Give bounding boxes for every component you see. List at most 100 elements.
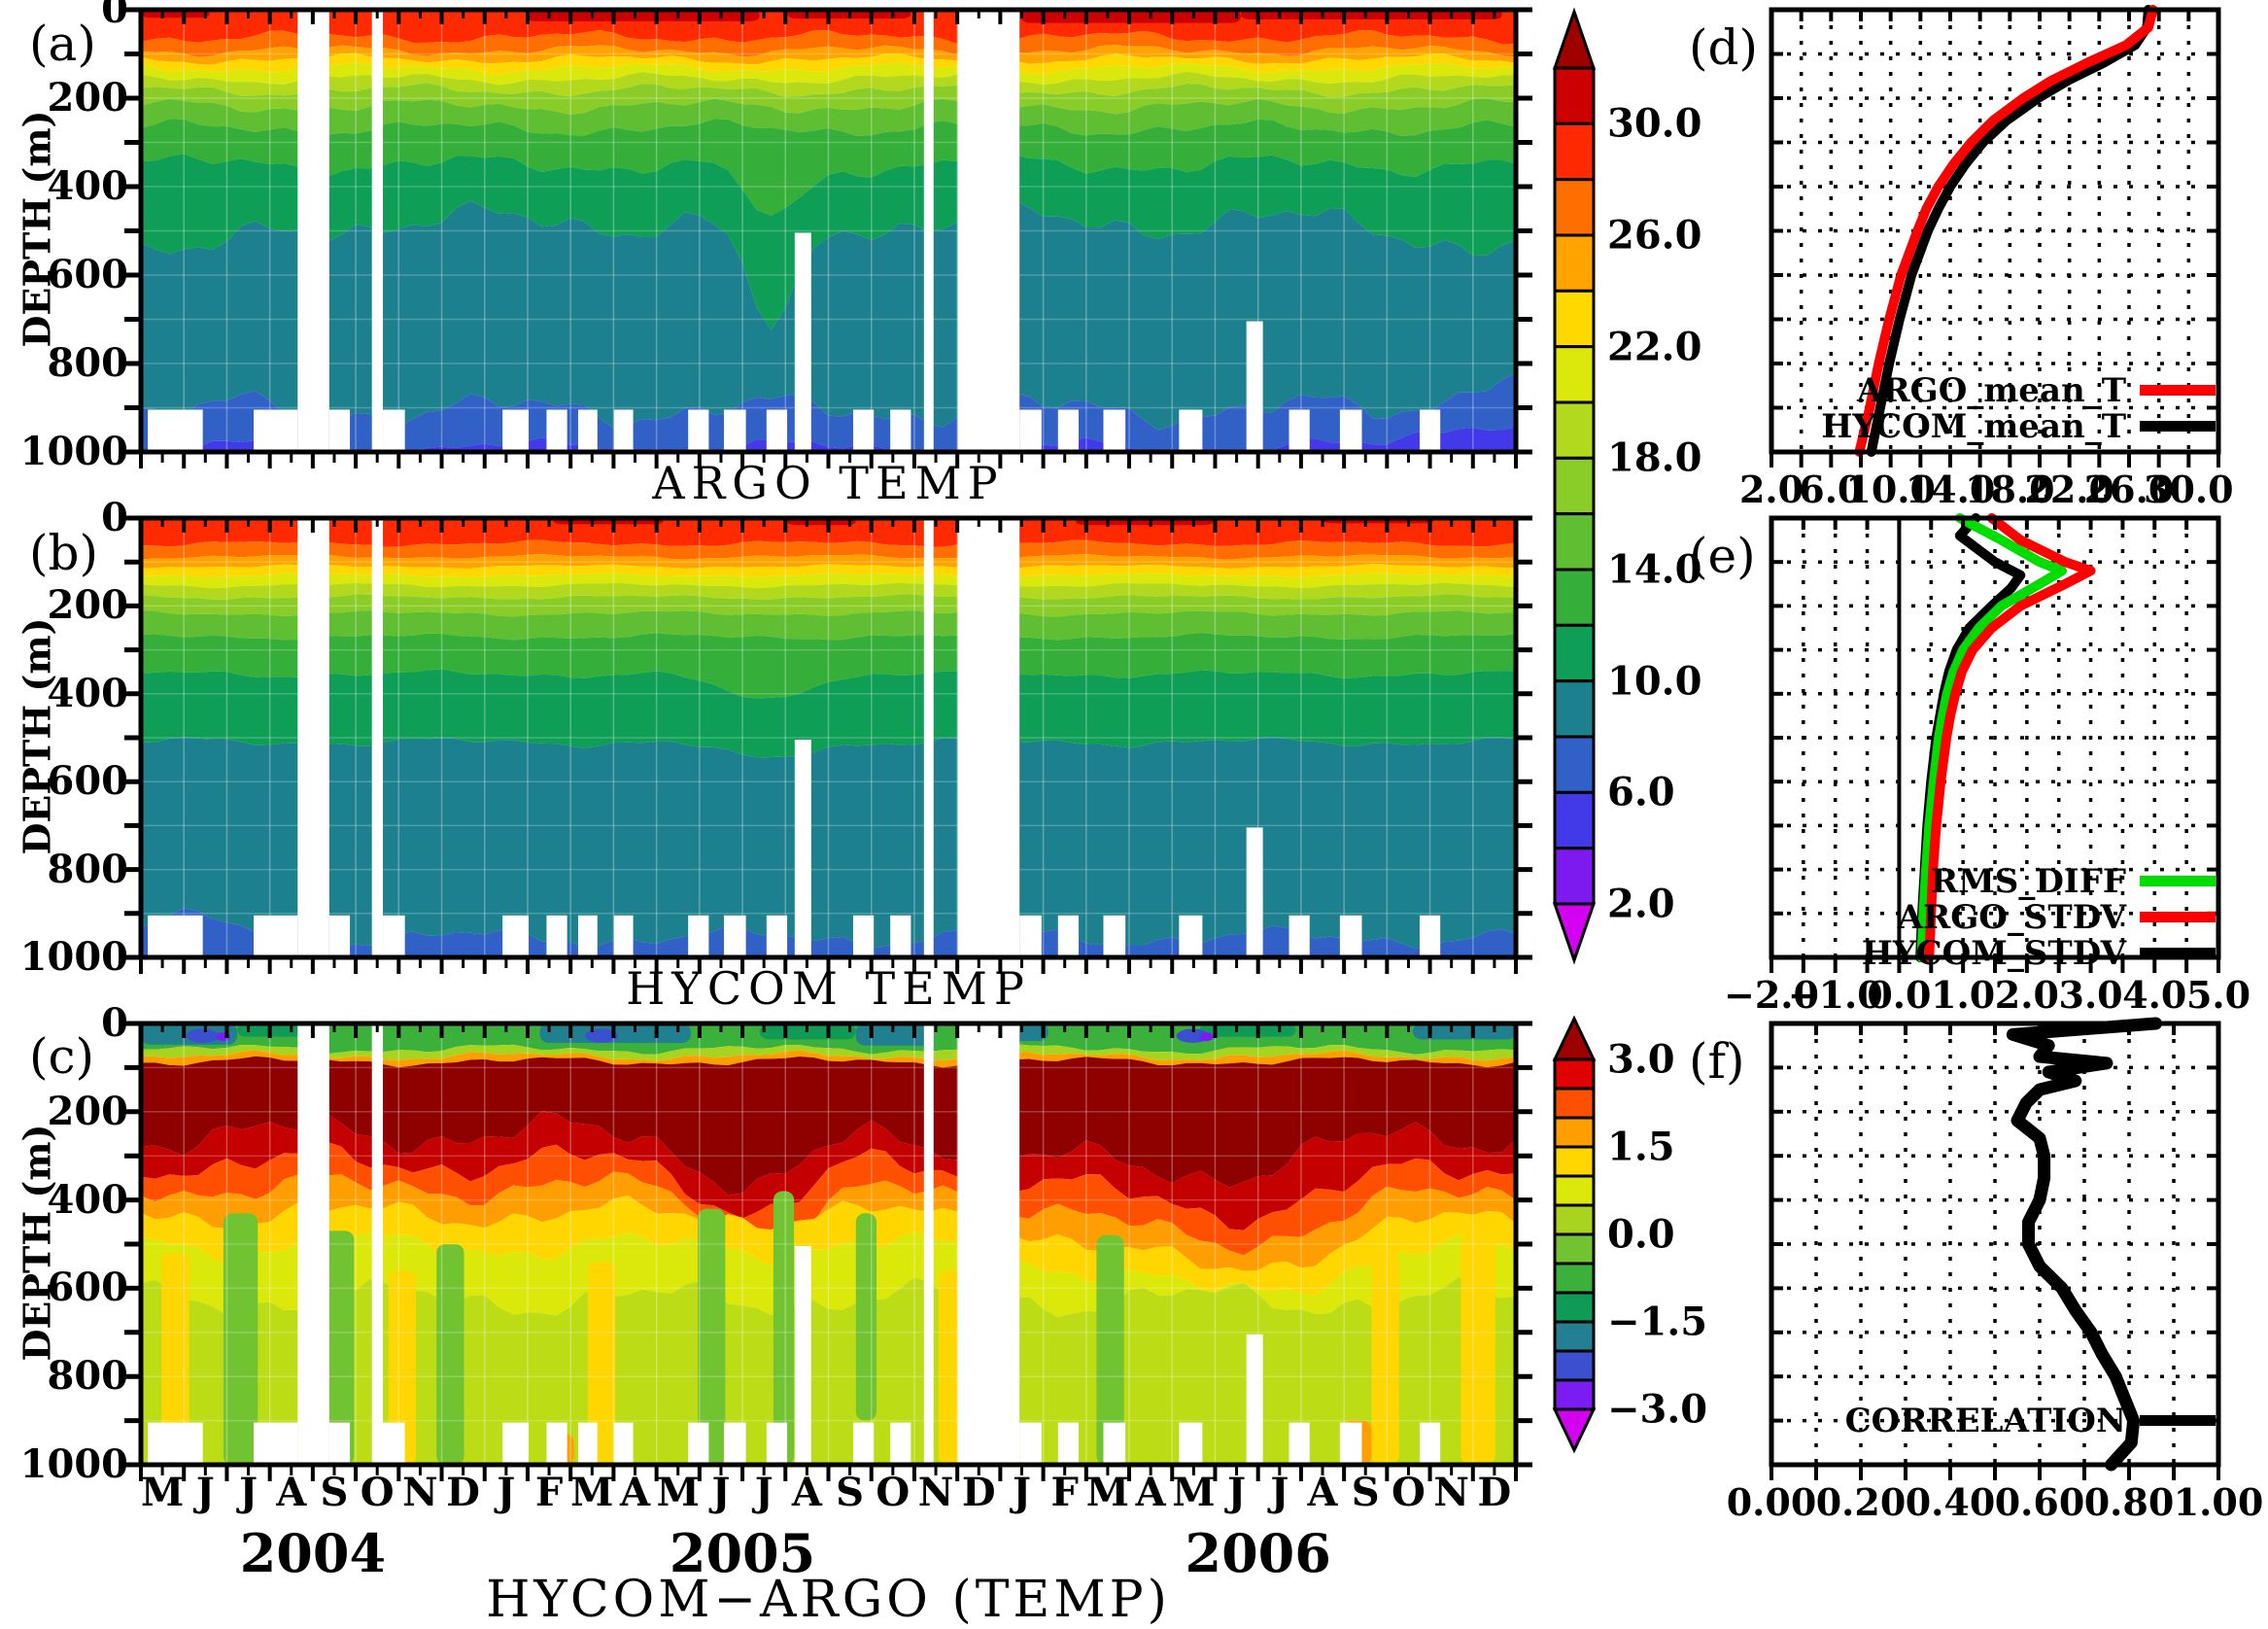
- month-tick-label: J: [195, 1470, 215, 1515]
- depth-tick-label: 200: [47, 1088, 129, 1134]
- legend-line-swatch: [2140, 385, 2216, 396]
- panel-a-heatmap: [124, 7, 1532, 468]
- depth-tick-label: 600: [47, 758, 129, 805]
- legend-line-swatch: [2140, 876, 2216, 886]
- legend-label: CORRELATION: [1844, 1401, 2126, 1440]
- year-tick-label: 2005: [669, 1522, 816, 1584]
- panel-d-xtick-label: 10.0: [1845, 468, 1936, 511]
- panel-f-xtick-label: 0.00: [1726, 1480, 1817, 1524]
- depth-tick-label: 1000: [19, 1441, 128, 1487]
- panel-e-xtick-label: 3.0: [2058, 973, 2123, 1017]
- panel-label-d: (d): [1689, 19, 1759, 76]
- legend-line-swatch: [2140, 948, 2216, 958]
- panel-d-xtick-label: 30.0: [2144, 468, 2234, 511]
- depth-tick-label: 0: [101, 1000, 128, 1046]
- month-tick-label: D: [961, 1470, 996, 1515]
- depth-tick-label: 800: [47, 1353, 129, 1400]
- month-tick-label: F: [534, 1470, 564, 1515]
- month-tick-label: A: [619, 1470, 651, 1515]
- month-tick-label: D: [1477, 1470, 1512, 1515]
- month-tick-label: M: [570, 1470, 614, 1515]
- legend-label: HYCOM_mean_T: [1821, 406, 2126, 446]
- cb-diff-tick-label: 0.0: [1607, 1211, 1675, 1258]
- depth-tick-label: 800: [47, 846, 129, 892]
- depth-tick-label: 600: [47, 252, 129, 297]
- panel-e-xtick-label: 0.0: [1867, 973, 1932, 1017]
- panel-e-xtick-label: 1.0: [1931, 973, 1996, 1017]
- depth-tick-label: 1000: [19, 934, 128, 980]
- month-tick-label: J: [239, 1470, 258, 1515]
- month-tick-label: M: [140, 1470, 185, 1515]
- month-tick-label: J: [1013, 1470, 1031, 1515]
- month-tick-label: J: [497, 1470, 516, 1515]
- title-hycom-minus-argo: HYCOM−ARGO (TEMP): [486, 1571, 1171, 1629]
- cb-temp-tick-label: 30.0: [1607, 100, 1702, 147]
- panel-f-xtick-label: 0.60: [1994, 1480, 2085, 1524]
- panel-e-xtick-label: 4.0: [2122, 973, 2187, 1017]
- depth-tick-label: 200: [47, 582, 129, 629]
- panel-f-legend: CORRELATION: [1844, 1401, 2216, 1440]
- legend-label: RMS_DIFF: [1930, 861, 2126, 901]
- legend-line-swatch: [2140, 1415, 2216, 1426]
- month-tick-label: A: [791, 1470, 822, 1515]
- depth-tick-label: 400: [47, 163, 129, 209]
- legend-entry-argo_mean_t: ARGO_mean_T: [1857, 370, 2216, 410]
- year-tick-label: 2006: [1185, 1522, 1331, 1584]
- month-tick-label: S: [1351, 1470, 1380, 1515]
- depth-tick-label: 200: [47, 75, 129, 121]
- legend-line-swatch: [2140, 912, 2216, 922]
- legend-label: ARGO_STDV: [1897, 897, 2126, 937]
- month-tick-label: M: [656, 1470, 700, 1515]
- legend-entry-rms_diff: RMS_DIFF: [1930, 861, 2216, 901]
- month-tick-label: M: [1085, 1470, 1130, 1515]
- depth-tick-label: 800: [47, 340, 129, 386]
- panel-d-xtick-label: 14.0: [1905, 468, 1996, 511]
- panel-d-xtick-label: 18.0: [1965, 468, 2055, 511]
- cb-temp-tick-label: 10.0: [1607, 658, 1702, 705]
- panel-label-b: (b): [29, 525, 99, 581]
- cb-temp-tick-label: 26.0: [1607, 212, 1702, 259]
- panel-e-legend: RMS_DIFF ARGO_STDV HYCOM_STDV: [1862, 861, 2216, 973]
- depth-tick-label: 0: [101, 495, 128, 540]
- month-tick-label: S: [836, 1470, 865, 1515]
- cb-temp-tick-label: 18.0: [1607, 434, 1702, 481]
- month-tick-label: N: [1433, 1470, 1469, 1515]
- month-tick-label: N: [917, 1470, 954, 1515]
- cb-diff-tick-label: −1.5: [1607, 1299, 1708, 1345]
- depth-tick-label: 600: [47, 1265, 129, 1311]
- panel-d-xtick-label: 6.0: [1799, 468, 1864, 511]
- cb-diff-tick-label: 3.0: [1607, 1036, 1675, 1083]
- depth-tick-label: 0: [101, 0, 128, 32]
- month-tick-label: J: [1227, 1470, 1247, 1515]
- depth-tick-label: 400: [47, 1176, 129, 1223]
- cb-diff-tick-label: 1.5: [1607, 1124, 1675, 1170]
- panel-f-xtick-label: 0.20: [1815, 1480, 1907, 1524]
- panel-d-xtick-label: 2.0: [1738, 468, 1804, 511]
- legend-entry-hycom_mean_t: HYCOM_mean_T: [1821, 406, 2216, 446]
- month-tick-label: N: [402, 1470, 438, 1515]
- cb-temp-tick-label: 6.0: [1607, 769, 1675, 815]
- panel-c-heatmap: [124, 1021, 1532, 1481]
- panel-e-xtick-label: 5.0: [2185, 973, 2251, 1017]
- panel-label-c: (c): [29, 1028, 95, 1085]
- panel-d-xtick-label: 26.0: [2083, 468, 2175, 511]
- month-tick-label: O: [876, 1470, 911, 1515]
- depth-tick-label: 400: [47, 670, 129, 716]
- month-tick-label: O: [360, 1470, 395, 1515]
- panel-d-profile: [1769, 5, 2221, 468]
- legend-label: ARGO_mean_T: [1857, 370, 2126, 410]
- month-tick-label: F: [1050, 1470, 1079, 1515]
- panel-e-xtick-label: 2.0: [1994, 973, 2059, 1017]
- cb-temp-tick-label: 14.0: [1607, 546, 1702, 593]
- month-tick-label: O: [1392, 1470, 1426, 1515]
- month-tick-label: D: [446, 1470, 480, 1515]
- month-tick-label: A: [276, 1470, 307, 1515]
- panel-f-profile: [1769, 1017, 2221, 1480]
- panel-d-xtick-label: 22.0: [2024, 468, 2114, 511]
- panel-label-f: (f): [1689, 1033, 1745, 1090]
- month-tick-label: J: [754, 1470, 773, 1515]
- panel-f-xtick-label: 1.00: [2173, 1480, 2264, 1524]
- legend-entry-hycom_stdv: HYCOM_STDV: [1862, 934, 2216, 973]
